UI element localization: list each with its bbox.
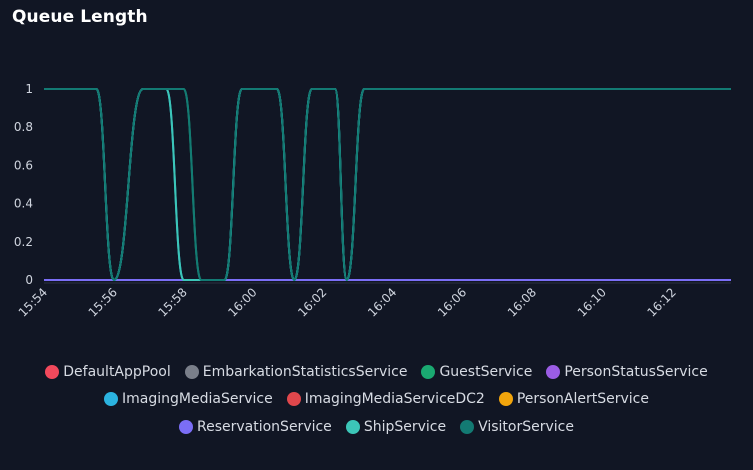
legend-item[interactable]: PersonStatusService (546, 364, 708, 380)
legend-item[interactable]: PersonAlertService (498, 391, 649, 407)
legend-row: ReservationService ShipService VisitorServ… (10, 419, 743, 435)
x-tick-label: 15:56 (86, 285, 120, 319)
legend-label: GuestService (439, 364, 533, 380)
chart-title: Queue Length (12, 7, 148, 27)
series-line-shipservice[interactable] (44, 88, 731, 281)
legend-color-swatch (286, 392, 301, 406)
legend-item[interactable]: DefaultAppPool (45, 364, 171, 380)
y-tick-label: 0.4 (14, 197, 33, 211)
legend-label: ImagingMediaServiceDC2 (304, 391, 485, 407)
series-line-guestservice[interactable] (44, 88, 731, 281)
legend-label: EmbarkationStatisticsService (202, 364, 408, 380)
x-tick-label: 16:10 (575, 285, 609, 319)
legend-label: ReservationService (197, 419, 332, 435)
legend-item[interactable]: GuestService (421, 364, 532, 380)
y-tick-label: 0.2 (14, 235, 33, 249)
legend-item[interactable]: ImagingMediaServiceDC2 (286, 391, 485, 407)
y-tick-label: 0 (25, 273, 33, 287)
x-tick-label: 16:08 (505, 285, 539, 319)
series-line-visitorservice[interactable] (44, 88, 731, 281)
x-tick-label: 16:12 (645, 285, 679, 319)
legend-color-swatch (104, 392, 119, 406)
x-tick-label: 16:04 (365, 285, 399, 319)
legend-item[interactable]: ImagingMediaService (104, 391, 273, 407)
legend-label: PersonAlertService (516, 391, 649, 407)
x-tick-label: 16:02 (295, 285, 329, 319)
legend-row: ImagingMediaService ImagingMediaServiceDC… (10, 391, 743, 407)
legend-color-swatch (460, 420, 475, 434)
legend-color-swatch (498, 392, 513, 406)
legend-item[interactable]: ShipService (345, 419, 447, 435)
legend-color-swatch (546, 365, 561, 379)
y-tick-label: 0.8 (14, 120, 33, 134)
x-tick-label: 16:06 (435, 285, 469, 319)
legend-color-swatch (45, 365, 60, 379)
legend-label: VisitorService (478, 419, 574, 435)
y-tick-label: 0.6 (14, 158, 33, 172)
y-tick-label: 1 (25, 82, 33, 96)
x-tick-label: 15:58 (155, 285, 189, 319)
legend-row: DefaultAppPool EmbarkationStatisticsServi… (10, 364, 743, 380)
legend-label: ShipService (363, 419, 447, 435)
legend-label: DefaultAppPool (63, 364, 171, 380)
legend-color-swatch (421, 365, 436, 379)
series-line-imagingmediaservice[interactable] (44, 88, 731, 281)
legend-color-swatch (184, 365, 199, 379)
legend-label: PersonStatusService (564, 364, 708, 380)
x-tick-label: 15:54 (16, 285, 50, 319)
x-tick-label: 16:00 (225, 285, 259, 319)
legend-item[interactable]: VisitorService (460, 419, 574, 435)
legend-item[interactable]: EmbarkationStatisticsService (184, 364, 408, 380)
legend-color-swatch (345, 420, 360, 434)
legend-item[interactable]: ReservationService (179, 419, 332, 435)
legend-color-swatch (179, 420, 193, 434)
legend-label: ImagingMediaService (122, 391, 273, 407)
